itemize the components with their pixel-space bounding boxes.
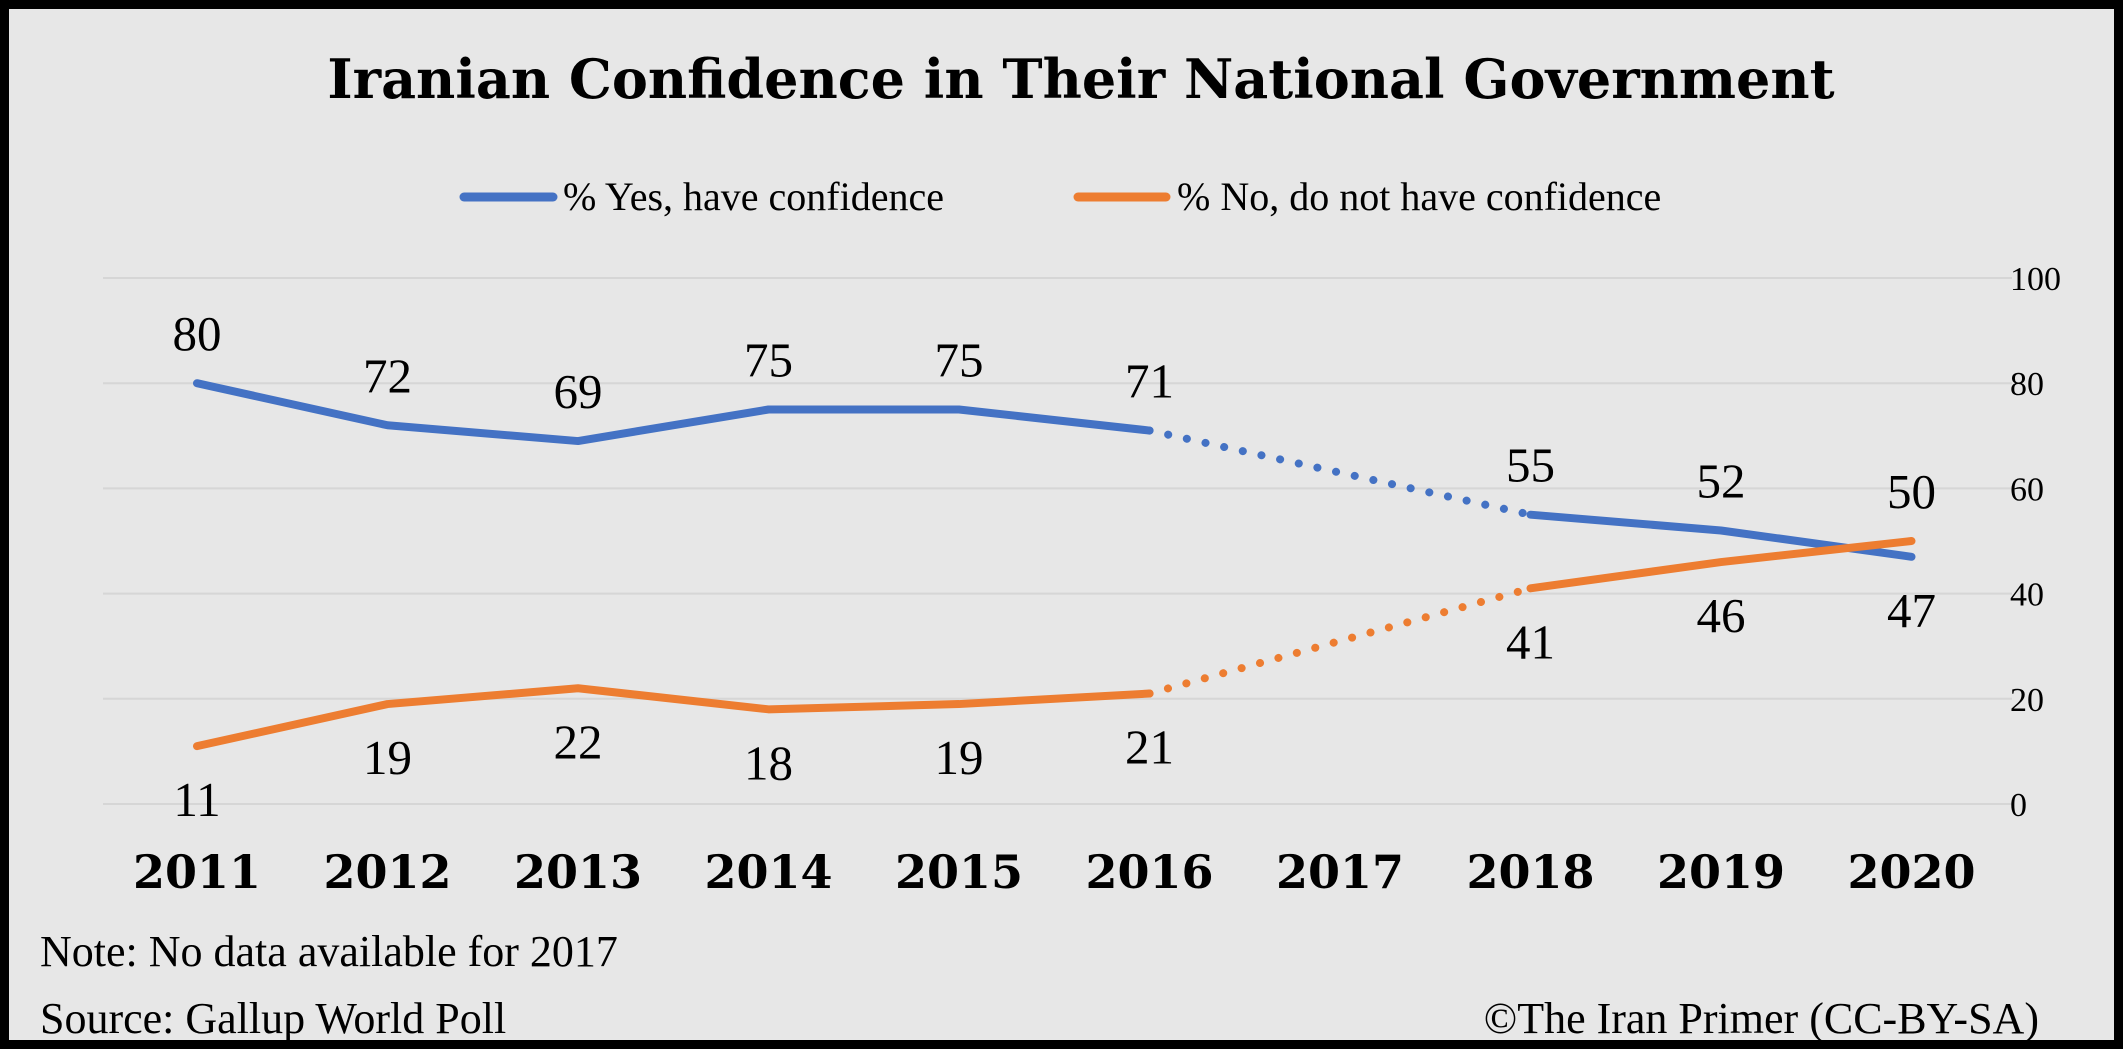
x-tick-label: 2013 [514,845,642,899]
y-tick-label: 40 [2010,577,2044,614]
y-tick-label: 80 [2010,366,2044,403]
data-label: 11 [173,772,220,827]
source-text: Source: Gallup World Poll [40,994,506,1043]
legend-label-yes: % Yes, have confidence [563,174,944,219]
y-tick-label: 20 [2010,682,2044,719]
x-tick-label: 2016 [1085,845,1213,899]
data-label: 19 [935,730,984,785]
data-label: 72 [363,348,412,403]
data-label: 52 [1697,453,1746,508]
series-line-segment [193,684,1154,751]
x-tick-label: 2018 [1466,845,1594,899]
missing-data-dotted-line [1145,426,1535,519]
missing-data-dotted-line [1145,584,1535,698]
x-tick-label: 2019 [1657,845,1785,899]
data-label: 69 [554,364,603,419]
data-label: 47 [1887,583,1936,638]
chart-title: Iranian Confidence in Their National Gov… [327,47,1834,111]
legend-label-no: % No, do not have confidence [1177,174,1661,219]
x-tick-label: 2015 [895,845,1023,899]
data-label: 18 [744,735,793,790]
series-line-segment [193,379,1154,446]
data-label: 21 [1125,720,1174,775]
y-tick-label: 60 [2010,471,2044,508]
note-text: Note: No data available for 2017 [40,927,618,976]
x-axis-ticks: 2011 2012 2013 2014 2015 2016 2017 2018 2019 2020 [133,845,1976,899]
data-label: 80 [173,306,222,361]
y-tick-label: 100 [2010,261,2061,298]
y-tick-label: 0 [2010,787,2027,824]
x-tick-label: 2020 [1847,845,1975,899]
x-tick-label: 2017 [1276,845,1404,899]
y-axis-ticks: 0 20 40 60 80 100 [2010,261,2061,824]
data-label: 46 [1697,588,1746,643]
x-tick-label: 2012 [323,845,451,899]
x-tick-label: 2011 [133,845,261,899]
legend: % Yes, have confidence % No, do not have… [459,174,1661,219]
credit-text: ©The Iran Primer (CC-BY-SA) [1484,994,2039,1043]
x-tick-label: 2014 [704,845,832,899]
series-line-segment [1526,537,1916,593]
data-label: 55 [1506,438,1555,493]
data-labels: 80 72 69 75 75 71 55 52 47 11 19 22 18 19 21 41 46 50 [173,306,1937,827]
data-label: 75 [744,333,793,388]
data-label: 71 [1125,354,1174,409]
data-label: 19 [363,730,412,785]
gridlines [103,277,2012,805]
data-label: 75 [935,333,984,388]
data-label: 41 [1506,614,1555,669]
data-label: 50 [1887,464,1936,519]
series-lines [193,379,1916,751]
data-label: 22 [554,714,603,769]
